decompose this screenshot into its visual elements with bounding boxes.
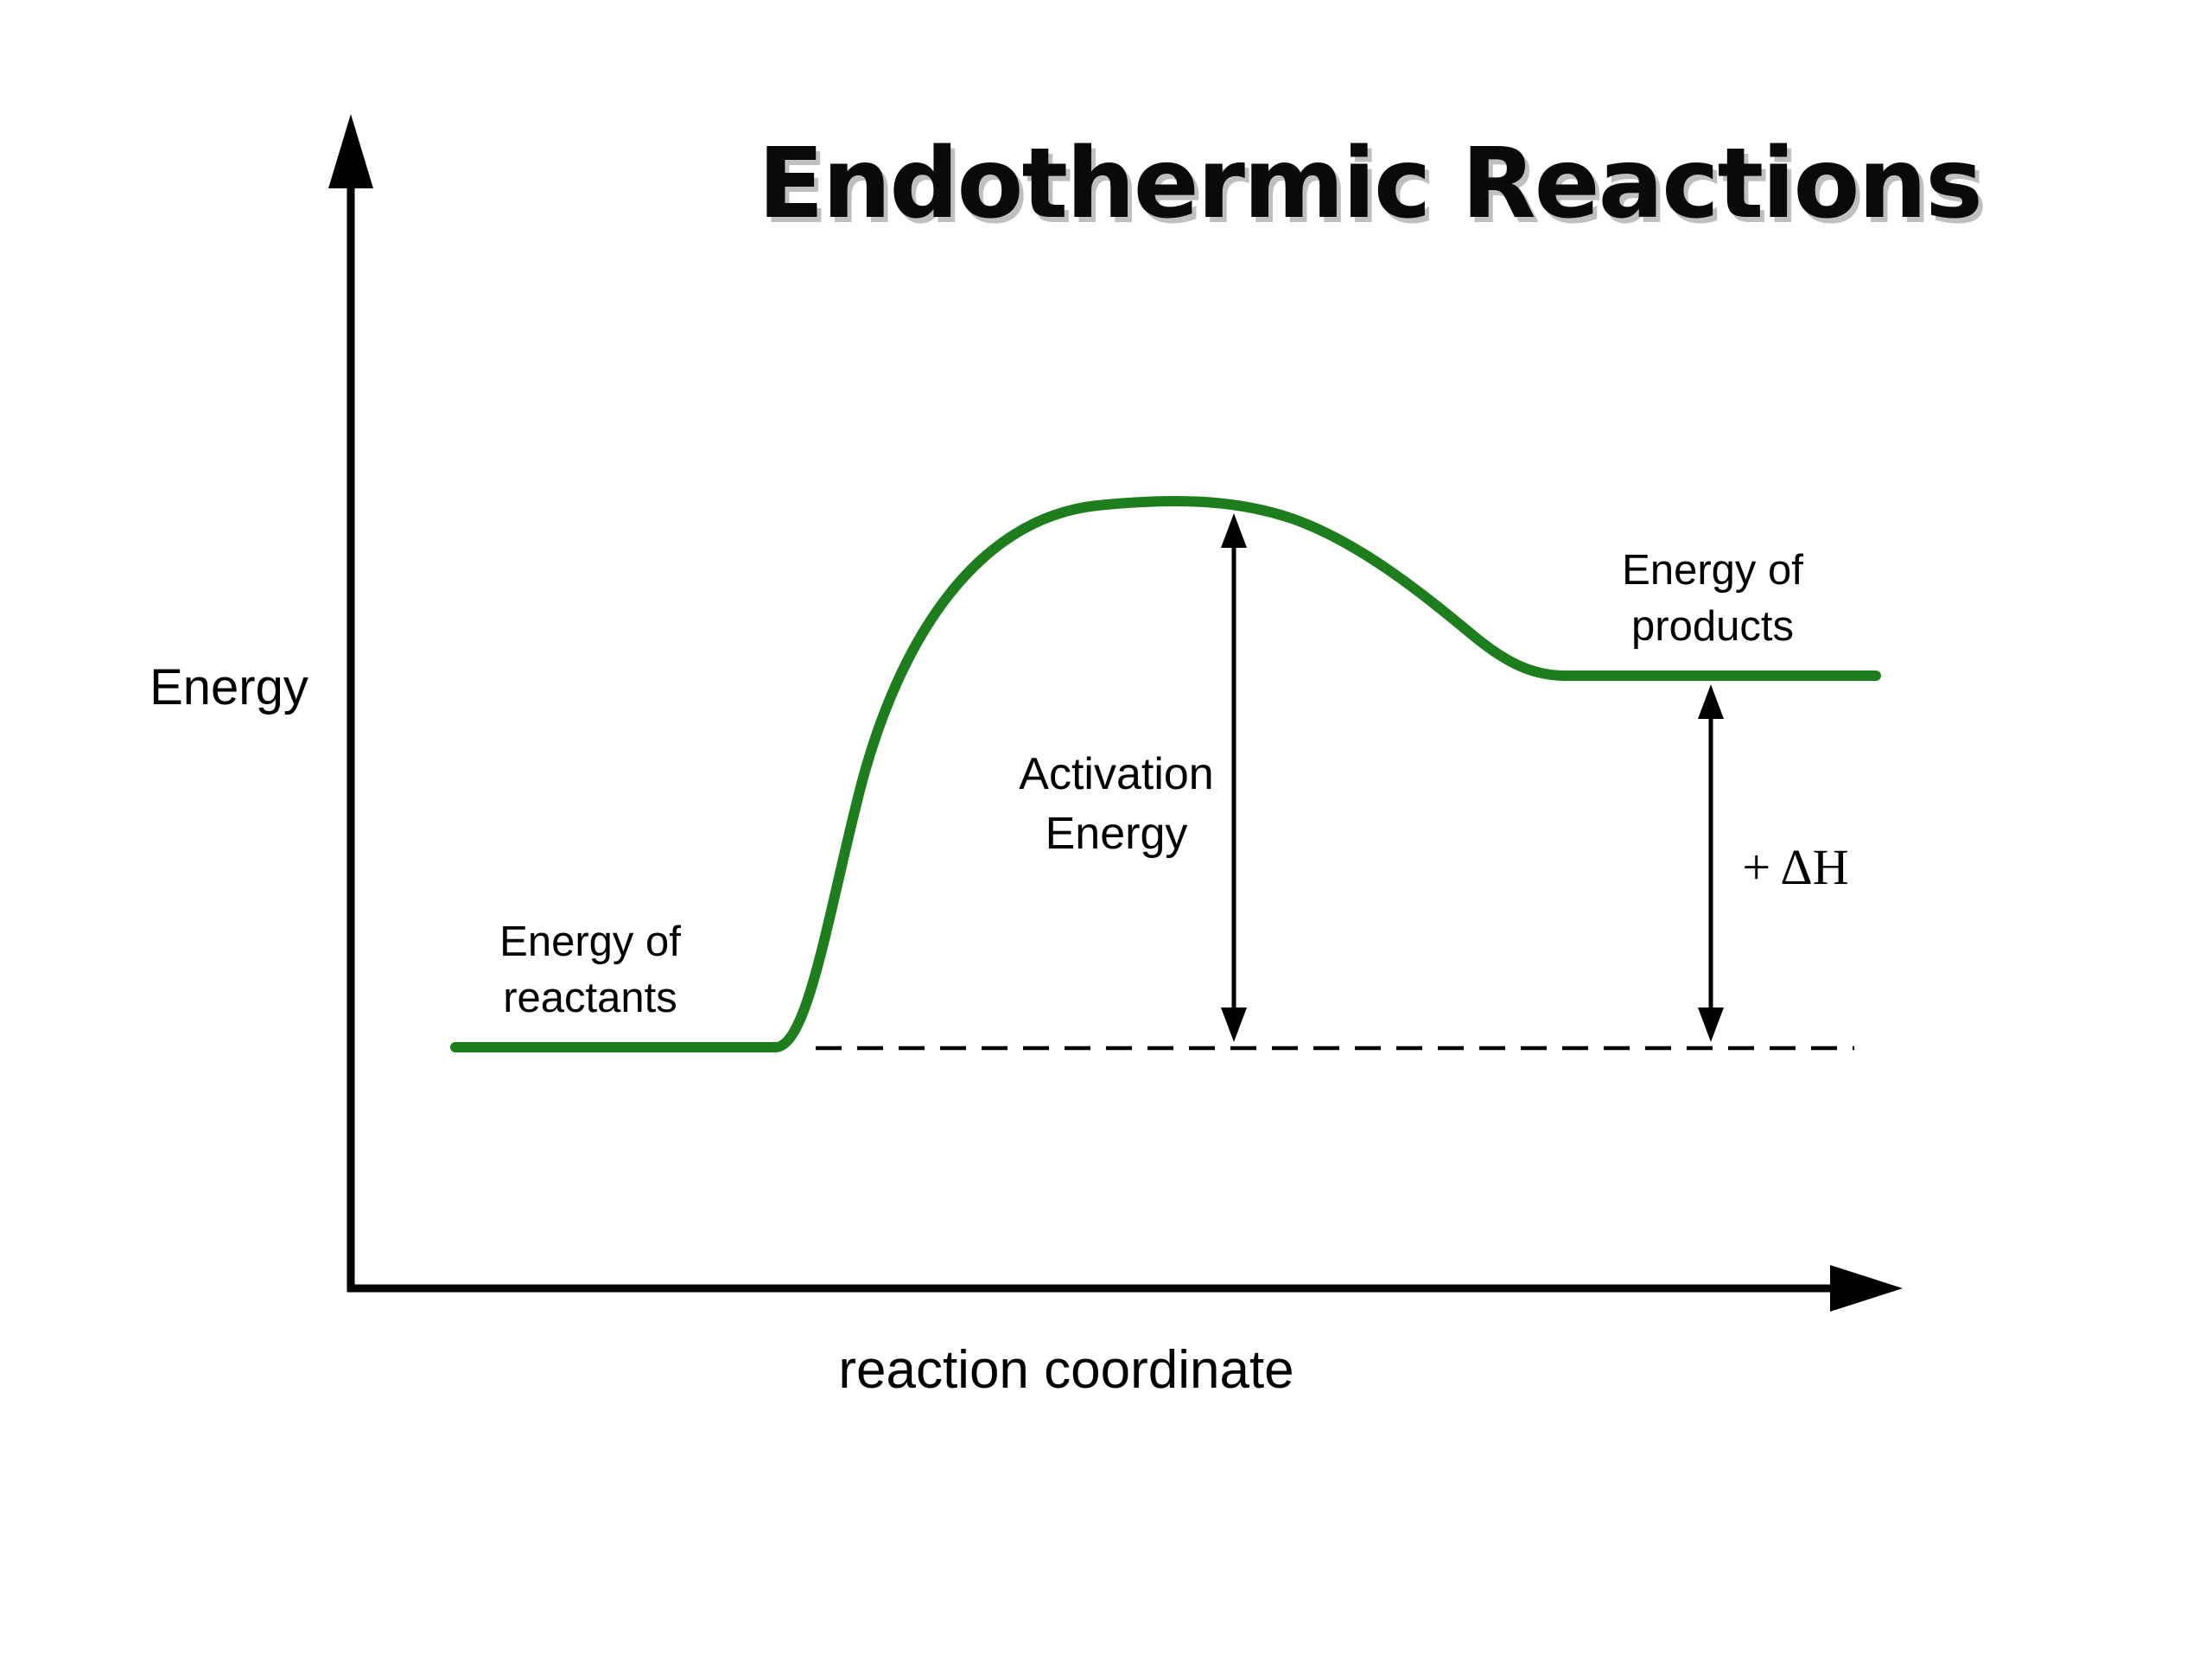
activation-arrowhead-down (1221, 1007, 1247, 1042)
energy-curve (450, 495, 1881, 1052)
activation-energy-label-line1: Activation (1019, 749, 1214, 799)
y-axis-label: Energy (149, 659, 308, 715)
activation-energy-label-line2: Energy (1045, 808, 1188, 859)
delta-h-arrowhead-up (1698, 684, 1724, 719)
page-title: Endothermic Reactions (758, 128, 1983, 240)
x-axis-arrowhead (1830, 1265, 1903, 1312)
energy-of-products-label-line1: Energy of (1622, 547, 1803, 594)
energy-of-products-label: Energy of products (1622, 543, 1803, 654)
energy-of-reactants-label-line2: reactants (503, 974, 677, 1021)
y-axis-arrowhead (328, 114, 373, 188)
energy-of-reactants-label-line1: Energy of (499, 918, 681, 965)
x-axis (347, 1265, 1903, 1312)
delta-h-arrow (1698, 684, 1724, 1042)
x-axis-label: reaction coordinate (838, 1340, 1294, 1400)
energy-of-products-label-line2: products (1631, 602, 1794, 650)
activation-arrowhead-up (1221, 513, 1247, 548)
delta-h-arrowhead-down (1698, 1007, 1724, 1042)
activation-energy-label: Activation Energy (1019, 745, 1213, 863)
delta-h-label: + ΔH (1742, 839, 1849, 895)
y-axis (328, 114, 373, 1292)
activation-energy-arrow (1221, 513, 1247, 1042)
energy-of-reactants-label: Energy of reactants (499, 914, 681, 1026)
